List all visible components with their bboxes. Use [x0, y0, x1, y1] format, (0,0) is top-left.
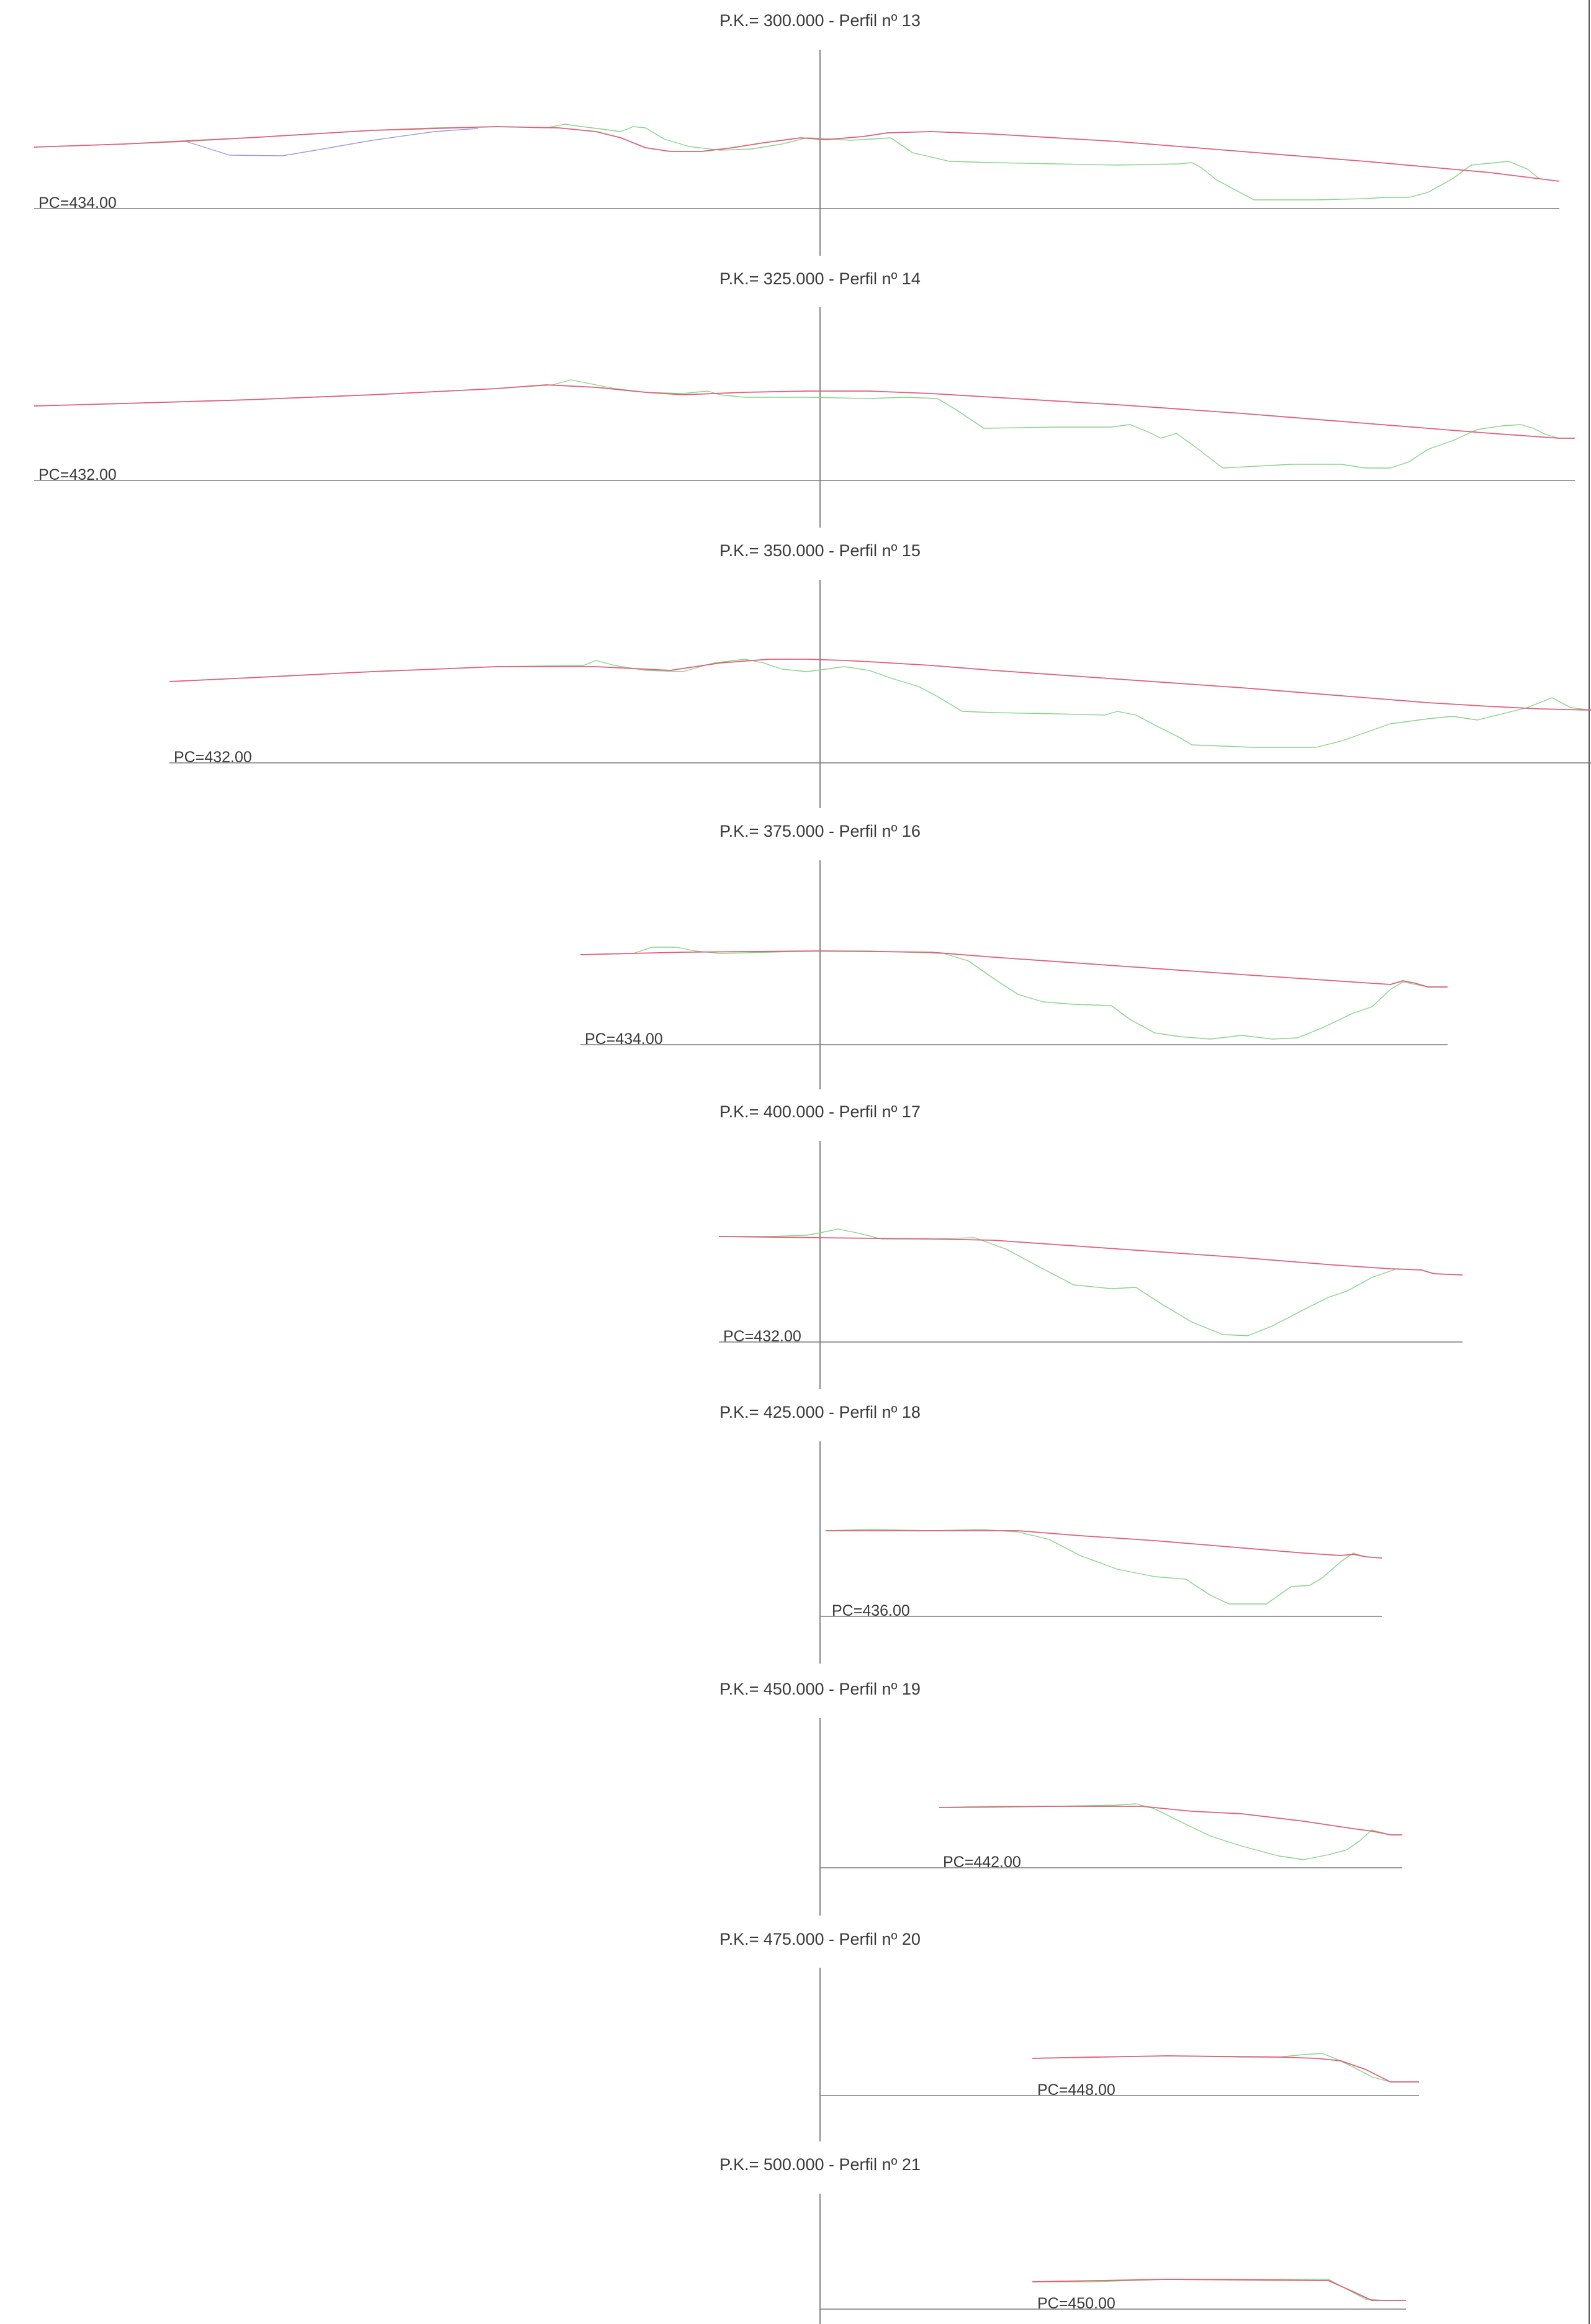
reference-datum-label: PC=434.00	[585, 1030, 663, 1048]
projected-grade-line	[580, 950, 1448, 988]
profile-14: P.K.= 325.000 - Perfil nº 14 PC=432.00	[34, 269, 1575, 528]
terrain-line	[169, 659, 1591, 748]
projected-grade-line	[1032, 2055, 1419, 2083]
profile-20: P.K.= 475.000 - Perfil nº 20 PC=448.00	[719, 1930, 1419, 2142]
profile-15: P.K.= 350.000 - Perfil nº 15 PC=432.00	[169, 541, 1591, 808]
terrain-line	[825, 1529, 1382, 1605]
projected-grade-line	[169, 659, 1591, 711]
profile-title: P.K.= 325.000 - Perfil nº 14	[719, 269, 921, 288]
profile-title: P.K.= 425.000 - Perfil nº 18	[719, 1403, 921, 1421]
profile-title: P.K.= 350.000 - Perfil nº 15	[719, 541, 921, 560]
reference-datum-label: PC=450.00	[1037, 2295, 1116, 2312]
reference-datum-label: PC=432.00	[174, 749, 252, 766]
projected-grade-line	[826, 1530, 1382, 1559]
reference-datum-label: PC=442.00	[943, 1853, 1021, 1871]
profile-title: P.K.= 500.000 - Perfil nº 21	[719, 2155, 921, 2174]
projected-grade-line	[34, 126, 1560, 182]
terrain-line	[34, 379, 1560, 469]
reference-datum-label: PC=432.00	[38, 466, 117, 484]
profile-title: P.K.= 400.000 - Perfil nº 17	[719, 1102, 921, 1121]
reference-datum-label: PC=448.00	[1037, 2081, 1116, 2099]
reference-datum-label: PC=432.00	[723, 1328, 801, 1345]
projected-grade-line	[939, 1806, 1402, 1835]
profile-title: P.K.= 375.000 - Perfil nº 16	[719, 822, 921, 840]
profile-title: P.K.= 475.000 - Perfil nº 20	[719, 1930, 921, 1948]
profile-title: P.K.= 300.000 - Perfil nº 13	[719, 11, 921, 30]
alternative-profile-line	[186, 128, 479, 156]
terrain-line	[34, 124, 1540, 200]
projected-grade-line	[718, 1236, 1463, 1276]
reference-datum-label: PC=434.00	[38, 194, 117, 212]
projected-grade-line	[34, 384, 1575, 439]
profile-title: P.K.= 450.000 - Perfil nº 19	[719, 1680, 921, 1698]
profile-19: P.K.= 450.000 - Perfil nº 19 PC=442.00	[719, 1680, 1402, 1916]
profile-13: P.K.= 300.000 - Perfil nº 13 PC=434.00	[34, 11, 1560, 256]
terrain-line	[939, 1803, 1402, 1860]
profile-18: P.K.= 425.000 - Perfil nº 18 PC=436.00	[719, 1403, 1382, 1664]
terrain-line	[580, 947, 1448, 1040]
profile-16: P.K.= 375.000 - Perfil nº 16 PC=434.00	[580, 822, 1448, 1089]
reference-datum-label: PC=436.00	[832, 1602, 910, 1619]
profile-17: P.K.= 400.000 - Perfil nº 17 PC=432.00	[718, 1102, 1463, 1389]
profile-21: P.K.= 500.000 - Perfil nº 21 PC=450.00	[719, 2155, 1406, 2324]
projected-grade-line	[1032, 2279, 1406, 2301]
terrain-line	[719, 1228, 1463, 1336]
